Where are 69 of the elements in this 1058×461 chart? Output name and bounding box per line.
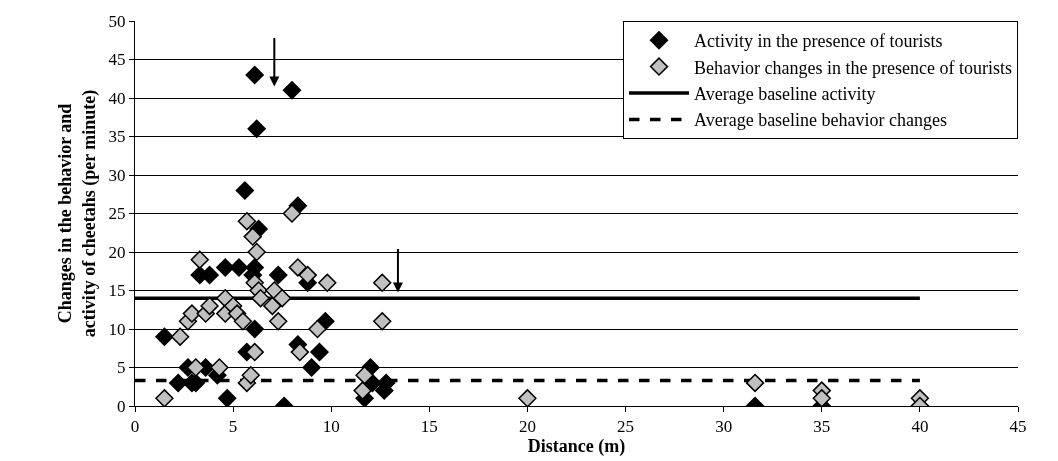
- point: [182, 304, 202, 323]
- point: [243, 227, 262, 246]
- point: [282, 204, 302, 223]
- point: [373, 312, 392, 331]
- point: [282, 81, 302, 100]
- x-axis-title: Distance (m): [527, 436, 626, 458]
- point: [190, 250, 209, 269]
- point: [200, 296, 219, 316]
- y-axis-title: Changes in the behavior and activity of cheetahs (per minute): [55, 89, 100, 338]
- point: [518, 389, 537, 406]
- y-tick-label: 30: [108, 165, 126, 185]
- point: [812, 389, 831, 406]
- legend-label: Behavior changes in the presence of tourists: [694, 57, 1012, 78]
- x-tick-label: 40: [911, 417, 929, 437]
- y-tick-label: 45: [108, 50, 126, 70]
- x-tick-label: 10: [322, 417, 340, 437]
- x-tick-label: 5: [228, 417, 238, 437]
- point: [233, 312, 253, 331]
- point: [247, 242, 266, 262]
- legend-label: Average baseline behavior changes: [694, 110, 948, 131]
- y-tick-label: 35: [108, 127, 126, 147]
- point: [290, 342, 310, 362]
- point: [241, 366, 260, 385]
- point: [302, 358, 321, 377]
- point: [373, 273, 392, 292]
- point: [263, 296, 282, 316]
- y-tick-label: 10: [108, 319, 126, 339]
- point: [353, 381, 372, 400]
- point: [310, 342, 329, 362]
- y-tick-label: 20: [108, 242, 126, 262]
- y-tick-label: 50: [108, 11, 126, 31]
- point: [745, 373, 765, 393]
- x-tick-label: 20: [518, 417, 536, 437]
- point: [269, 265, 288, 285]
- point: [218, 389, 237, 406]
- point: [155, 389, 174, 406]
- point: [229, 258, 249, 277]
- point: [168, 373, 188, 393]
- legend-label: Average baseline activity: [694, 84, 876, 105]
- point: [245, 319, 264, 339]
- point: [186, 358, 206, 377]
- y-tick-label: 40: [108, 88, 126, 108]
- y-tick-label: 15: [108, 281, 126, 301]
- legend-label: Activity in the presence of tourists: [694, 31, 943, 52]
- x-tick-label: 15: [420, 417, 438, 437]
- point: [288, 258, 308, 277]
- y-tick-label: 0: [117, 396, 126, 416]
- point: [210, 358, 229, 377]
- point: [318, 273, 337, 292]
- point: [237, 212, 257, 231]
- point: [298, 265, 317, 285]
- x-tick-label: 0: [130, 417, 140, 437]
- point: [170, 327, 190, 346]
- point: [308, 319, 327, 339]
- point: [245, 342, 264, 362]
- point: [245, 65, 264, 85]
- point: [272, 289, 292, 308]
- x-tick-label: 25: [617, 417, 635, 437]
- point: [251, 289, 270, 308]
- y-tick-label: 5: [117, 358, 126, 378]
- point: [247, 119, 266, 138]
- point: [235, 181, 255, 200]
- point: [155, 327, 174, 346]
- x-tick-label: 35: [813, 417, 831, 437]
- x-tick-label: 45: [1009, 417, 1027, 437]
- x-tick-label: 30: [715, 417, 733, 437]
- y-tick-label: 25: [108, 204, 126, 224]
- point: [355, 366, 374, 385]
- point: [269, 312, 288, 331]
